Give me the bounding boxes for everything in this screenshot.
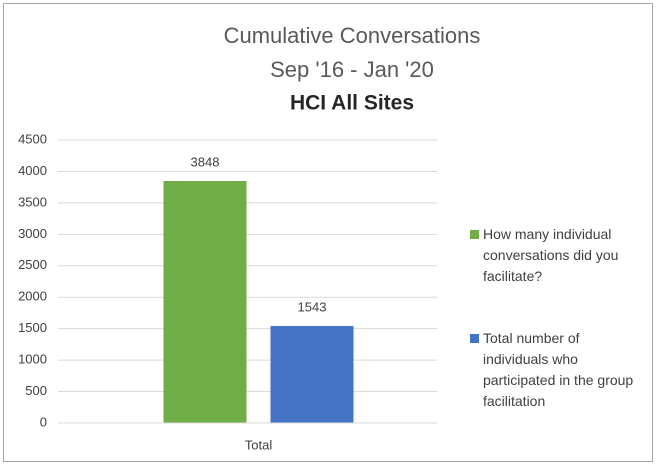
legend-item: Total number of individuals who particip… xyxy=(470,328,645,412)
data-label: 3848 xyxy=(191,154,220,169)
y-tick-label: 4000 xyxy=(18,163,47,178)
legend-label: Total number of individuals who particip… xyxy=(483,330,634,409)
legend-swatch xyxy=(470,230,479,239)
legend-label: How many individual conversations did yo… xyxy=(483,226,619,284)
y-tick-label: 4500 xyxy=(18,131,47,146)
bar xyxy=(163,181,247,423)
y-tick-label: 3500 xyxy=(18,194,47,209)
bar xyxy=(270,325,354,423)
y-tick-label: 2000 xyxy=(18,289,47,304)
legend-item: How many individual conversations did yo… xyxy=(470,224,645,287)
x-tick-label: Total xyxy=(245,437,273,452)
y-tick-label: 2500 xyxy=(18,257,47,272)
data-label: 1543 xyxy=(298,299,327,314)
y-tick-label: 0 xyxy=(40,414,47,429)
y-tick-label: 500 xyxy=(25,383,47,398)
chart-border xyxy=(3,3,653,462)
legend-swatch xyxy=(470,334,479,343)
chart-title: Cumulative Conversations xyxy=(224,23,481,48)
chart-subtitle: HCI All Sites xyxy=(290,92,414,115)
y-tick-label: 1500 xyxy=(18,320,47,335)
y-tick-label: 1000 xyxy=(18,352,47,367)
chart-subtitle: Sep '16 - Jan '20 xyxy=(270,57,434,82)
y-tick-label: 3000 xyxy=(18,226,47,241)
